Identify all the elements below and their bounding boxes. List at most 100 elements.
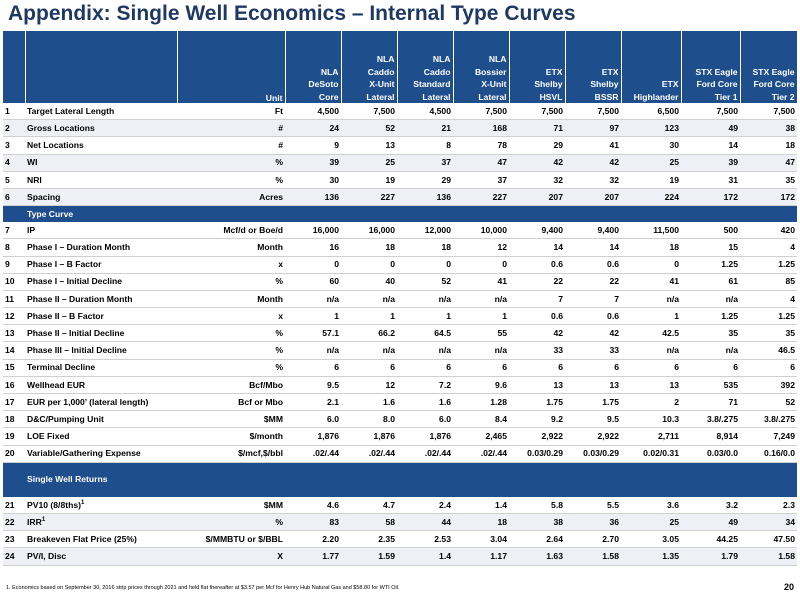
row-unit: % bbox=[177, 324, 285, 343]
table-cell: 227 bbox=[453, 188, 509, 207]
row-label: Phase III – Initial Decline bbox=[25, 341, 177, 360]
section-filler bbox=[681, 462, 740, 497]
table-cell: 7,500 bbox=[740, 103, 797, 121]
table-cell: 32 bbox=[509, 171, 565, 189]
row-label: IP bbox=[25, 222, 177, 240]
row-label: Phase II – B Factor bbox=[25, 307, 177, 326]
table-cell: 42 bbox=[509, 154, 565, 172]
table-cell: 13 bbox=[341, 136, 397, 155]
row-label: PV/I, Disc bbox=[25, 547, 177, 566]
table-cell: .02/.44 bbox=[453, 445, 509, 463]
row-unit: x bbox=[177, 256, 285, 274]
table-cell: 2 bbox=[621, 393, 681, 412]
table-cell: 29 bbox=[397, 171, 453, 189]
table-row: 23 Breakeven Flat Price (25%) $/MMBTU or $… bbox=[3, 530, 797, 549]
table-cell: 1.25 bbox=[740, 256, 797, 274]
table-cell: 1.4 bbox=[397, 547, 453, 566]
header-col: STX Eagle Ford Core Tier 2 bbox=[740, 31, 798, 103]
table-cell: 42 bbox=[509, 324, 565, 343]
table-cell: 8 bbox=[397, 136, 453, 155]
header-col-line: NLA bbox=[488, 54, 507, 64]
row-label: IRR1 bbox=[25, 513, 177, 532]
row-label: Wellhead EUR bbox=[25, 376, 177, 395]
table-cell: 14 bbox=[509, 238, 565, 257]
table-cell: n/a bbox=[341, 290, 397, 309]
header-col-line: Bossier bbox=[474, 66, 507, 77]
header-col-line: NLA bbox=[320, 66, 339, 77]
table-cell: 97 bbox=[565, 119, 621, 138]
row-number: 7 bbox=[3, 222, 25, 240]
table-cell: 2.53 bbox=[397, 530, 453, 549]
table-cell: 1.28 bbox=[453, 393, 509, 412]
table-cell: n/a bbox=[285, 290, 341, 309]
table-cell: 30 bbox=[285, 171, 341, 189]
table-cell: 2,711 bbox=[621, 427, 681, 446]
header-col-line: Lateral bbox=[478, 91, 507, 102]
row-unit: Mcf/d or Boe/d bbox=[177, 222, 285, 240]
table-cell: n/a bbox=[681, 290, 740, 309]
row-label: PV10 (8/8ths)1 bbox=[25, 496, 177, 514]
table-cell: 1.58 bbox=[565, 547, 621, 566]
header-col-line: Shelby bbox=[590, 79, 619, 89]
row-unit: $/mcf,$/bbl bbox=[177, 445, 285, 463]
section-header-row: Type Curve bbox=[3, 205, 797, 223]
table-cell: 19 bbox=[341, 171, 397, 189]
table-cell: 5.8 bbox=[509, 496, 565, 514]
table-cell: 9,400 bbox=[509, 222, 565, 240]
row-label: Net Locations bbox=[25, 136, 177, 155]
table-cell: 0.6 bbox=[509, 307, 565, 326]
table-cell: 1.59 bbox=[341, 547, 397, 566]
table-cell: 35 bbox=[740, 324, 797, 343]
table-cell: 392 bbox=[740, 376, 797, 395]
table-cell: 1.58 bbox=[740, 547, 797, 566]
table-cell: 44.25 bbox=[681, 530, 740, 549]
table-cell: 42 bbox=[565, 154, 621, 172]
table-cell: 0 bbox=[341, 256, 397, 274]
table-cell: 4.7 bbox=[341, 496, 397, 514]
table-cell: 44 bbox=[397, 513, 453, 532]
row-label: Gross Locations bbox=[25, 119, 177, 138]
row-unit: % bbox=[177, 273, 285, 291]
table-cell: 2.1 bbox=[285, 393, 341, 412]
header-col-line: STX Eagle bbox=[695, 66, 738, 77]
table-cell: 6 bbox=[397, 359, 453, 377]
row-unit: Bcf or Mbo bbox=[177, 393, 285, 412]
row-label: EUR per 1,000’ (lateral length) bbox=[25, 393, 177, 412]
table-row: 15 Terminal Decline% 6 6 6 6 6 6 6 6 6 bbox=[3, 359, 797, 377]
table-cell: 16 bbox=[285, 238, 341, 257]
section-filler bbox=[681, 205, 740, 223]
table-cell: 1.17 bbox=[453, 547, 509, 566]
table-cell: 78 bbox=[453, 136, 509, 155]
table-cell: 37 bbox=[397, 154, 453, 172]
row-unit: Acres bbox=[177, 188, 285, 207]
table-cell: 41 bbox=[565, 136, 621, 155]
economics-table: Unit NLA DeSoto Core NLA Caddo X-Unit Lateral… bbox=[3, 31, 798, 566]
table-cell: 29 bbox=[509, 136, 565, 155]
row-unit: X bbox=[177, 547, 285, 566]
table-cell: 136 bbox=[397, 188, 453, 207]
row-number: 15 bbox=[3, 359, 25, 377]
table-cell: 39 bbox=[285, 154, 341, 172]
header-row: Unit NLA DeSoto Core NLA Caddo X-Unit Lateral… bbox=[3, 31, 798, 103]
section-header-row: Single Well Returns bbox=[3, 462, 797, 497]
section-filler bbox=[621, 205, 681, 223]
section-filler bbox=[453, 462, 509, 497]
section-filler bbox=[740, 205, 797, 223]
page-number: 20 bbox=[783, 582, 794, 592]
table-cell: 18 bbox=[341, 238, 397, 257]
table-cell: 14 bbox=[565, 238, 621, 257]
table-cell: 40 bbox=[341, 273, 397, 291]
table-cell: 207 bbox=[565, 188, 621, 207]
table-cell: 0 bbox=[285, 256, 341, 274]
table-cell: 172 bbox=[740, 188, 797, 207]
table-cell: 16,000 bbox=[341, 222, 397, 240]
header-col: ETX Highlander bbox=[621, 31, 682, 103]
table-cell: 0.16/0.0 bbox=[740, 445, 797, 463]
table-cell: 42.5 bbox=[621, 324, 681, 343]
table-cell: 2.20 bbox=[285, 530, 341, 549]
table-cell: 0 bbox=[621, 256, 681, 274]
row-unit: Month bbox=[177, 238, 285, 257]
table-cell: 58 bbox=[341, 513, 397, 532]
row-label: Phase II – Initial Decline bbox=[25, 324, 177, 343]
row-label: Phase I – B Factor bbox=[25, 256, 177, 274]
